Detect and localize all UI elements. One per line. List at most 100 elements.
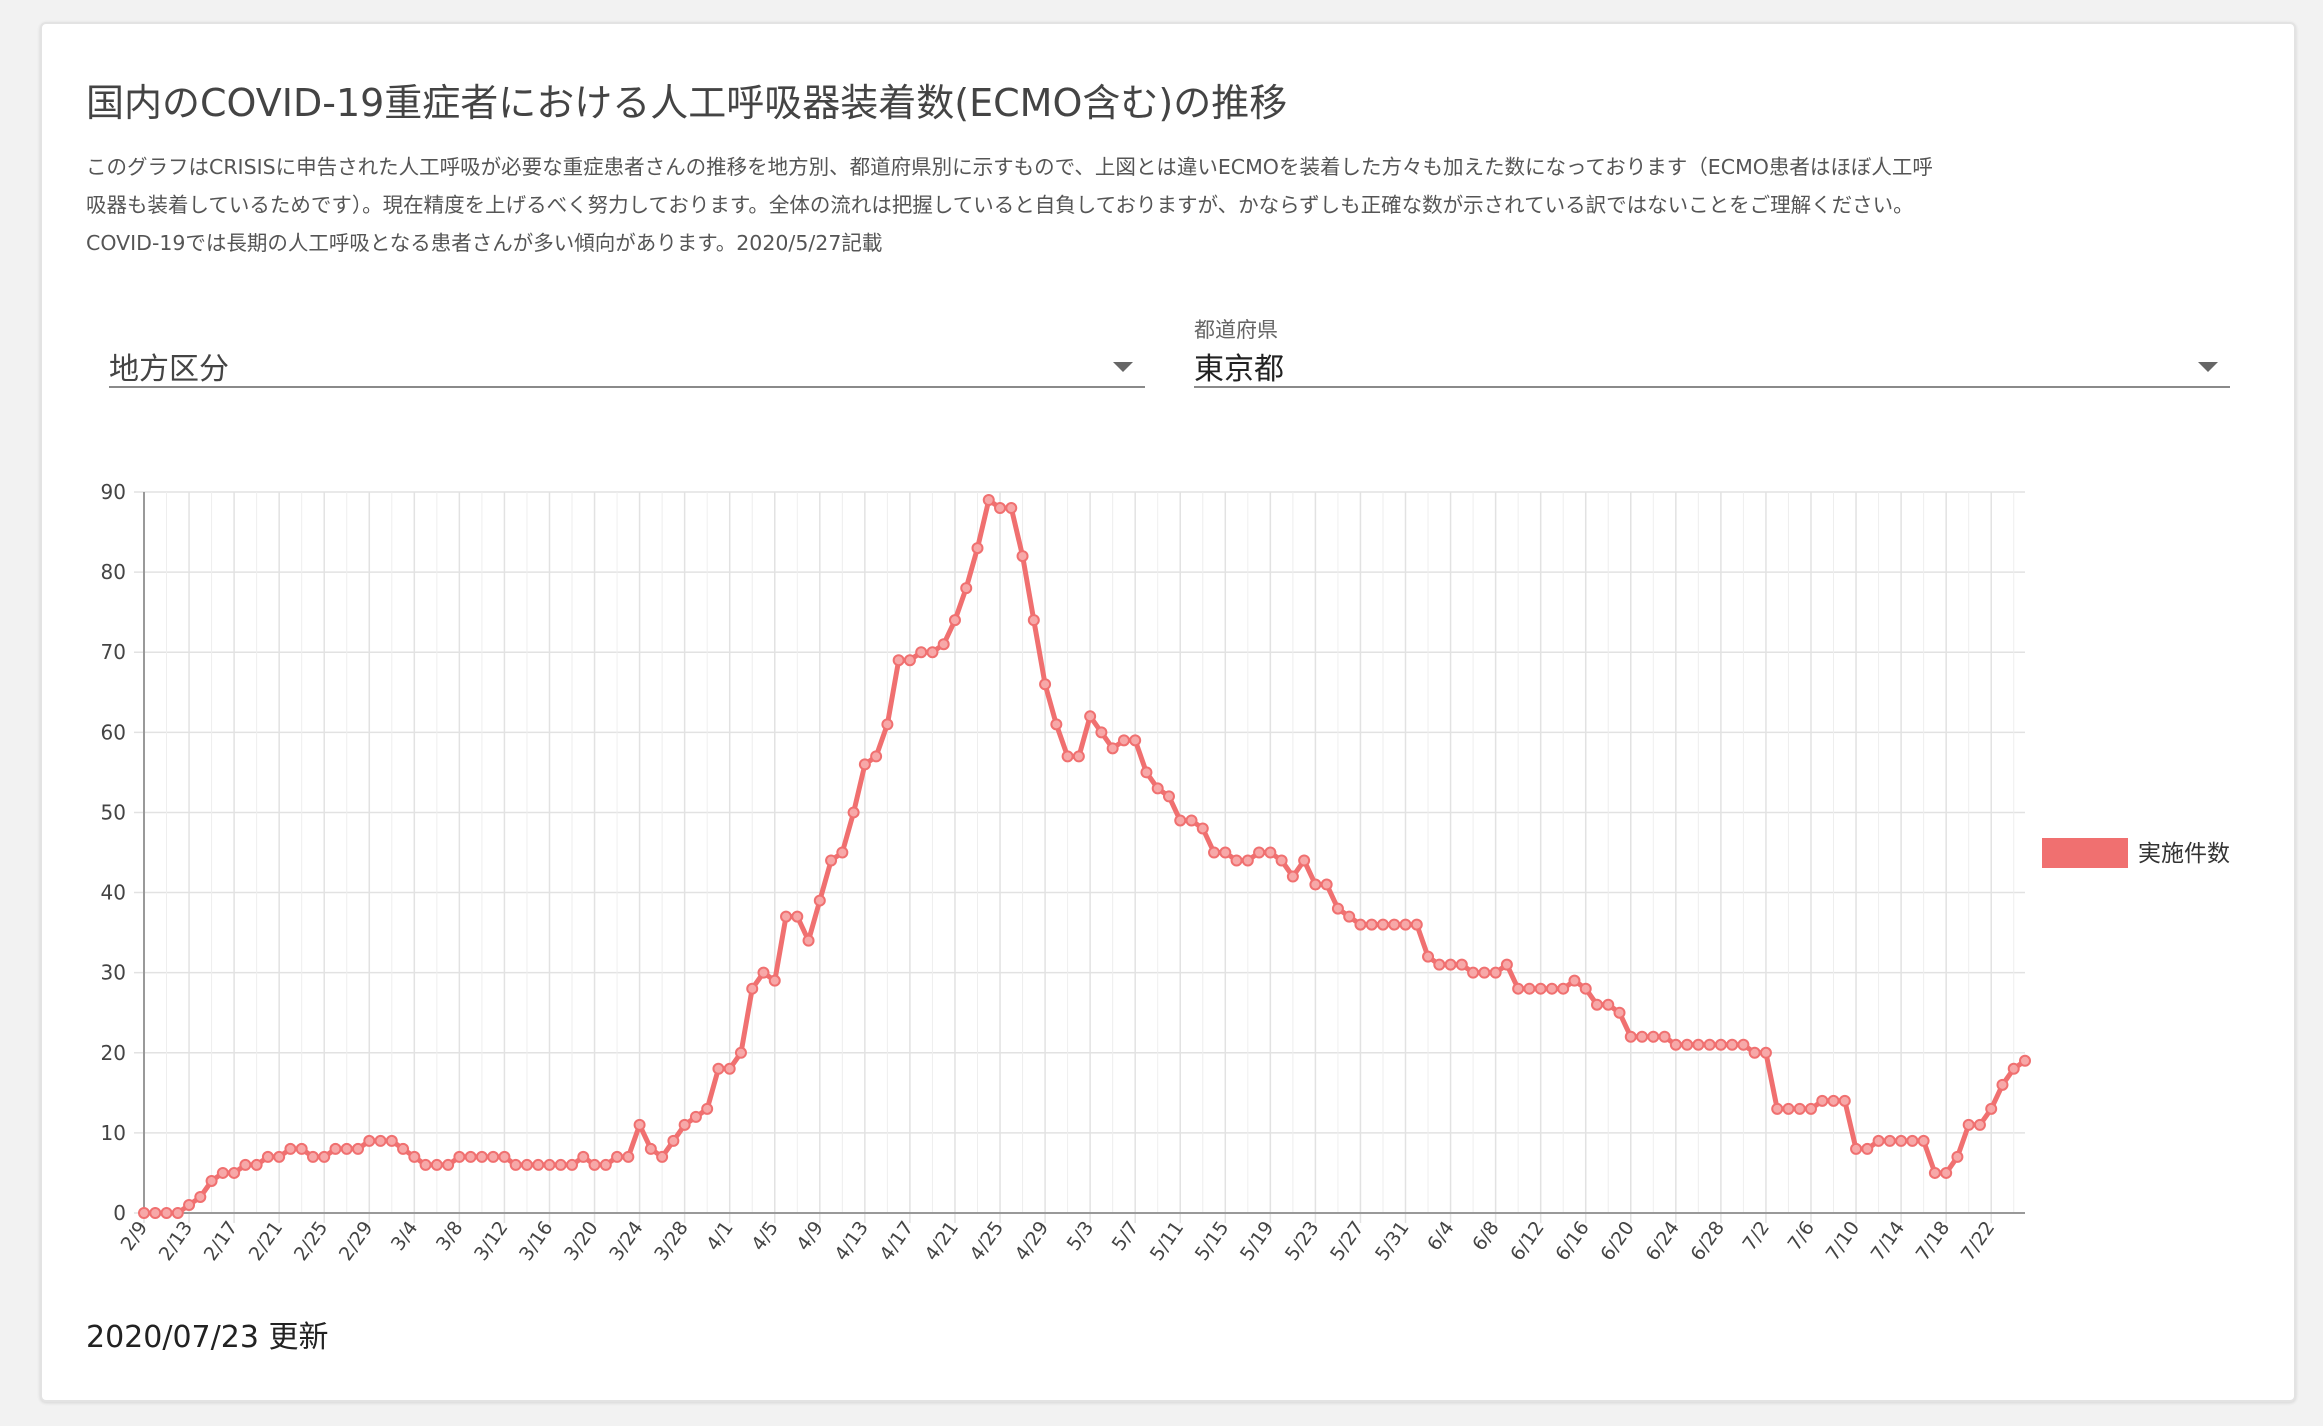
data-point <box>1523 982 1536 995</box>
x-tick-label: 5/27 <box>1326 1217 1368 1265</box>
x-tick-label: 4/25 <box>966 1217 1008 1265</box>
data-point <box>1084 710 1097 723</box>
data-point <box>1590 998 1603 1011</box>
y-tick-label: 80 <box>101 560 126 584</box>
data-point <box>588 1158 601 1171</box>
data-point <box>239 1158 252 1171</box>
data-point <box>1298 854 1311 867</box>
data-point <box>1410 918 1423 931</box>
data-point <box>295 1142 308 1155</box>
data-point <box>746 982 759 995</box>
data-point <box>171 1207 184 1219</box>
data-point <box>1016 550 1029 563</box>
x-tick-label: 4/9 <box>792 1217 828 1255</box>
data-point <box>183 1198 196 1211</box>
x-tick-label: 3/8 <box>432 1217 468 1255</box>
data-point <box>1816 1094 1829 1107</box>
chart-description: このグラフはCRISISに申告された人工呼吸が必要な重症患者さんの推移を地方別、… <box>86 148 2286 262</box>
data-point <box>216 1166 229 1179</box>
data-point <box>273 1150 286 1163</box>
data-point <box>1174 814 1187 827</box>
region-select-placeholder: 地方区分 <box>109 352 229 387</box>
data-point <box>1208 846 1221 859</box>
data-point <box>1962 1118 1975 1131</box>
data-point <box>363 1134 376 1147</box>
data-point <box>757 966 770 979</box>
data-point <box>1151 782 1164 795</box>
data-point <box>408 1150 421 1163</box>
data-point <box>1399 918 1412 931</box>
series-line <box>141 497 2028 1216</box>
data-point <box>1703 1038 1716 1051</box>
x-tick-label: 6/16 <box>1551 1217 1593 1265</box>
data-point <box>937 638 950 651</box>
data-point <box>1455 958 1468 971</box>
data-point <box>498 1150 511 1163</box>
data-point <box>1804 1102 1817 1115</box>
data-point <box>1433 958 1446 971</box>
x-tick-label: 5/31 <box>1371 1217 1413 1265</box>
x-tick-label: 7/6 <box>1784 1217 1820 1255</box>
x-tick-label: 5/11 <box>1146 1217 1188 1265</box>
data-point <box>780 910 793 923</box>
y-tick-label: 0 <box>113 1201 126 1225</box>
data-point <box>1534 982 1547 995</box>
data-point <box>1568 974 1581 987</box>
legend-swatch <box>2042 838 2128 868</box>
data-point <box>566 1158 579 1171</box>
y-tick-label: 30 <box>101 961 126 985</box>
page-title: 国内のCOVID-19重症者における人工呼吸器装着数(ECMO含む)の推移 <box>86 81 1288 125</box>
data-point <box>1264 846 1277 859</box>
prefecture-select[interactable]: 都道府県 東京都 <box>1194 314 2230 388</box>
data-point <box>994 502 1007 515</box>
data-point <box>1973 1118 1986 1131</box>
data-point <box>870 750 883 763</box>
data-point <box>1917 1134 1930 1147</box>
data-point <box>1117 734 1130 747</box>
data-point <box>261 1150 274 1163</box>
data-point <box>960 582 973 595</box>
data-point <box>1444 958 1457 971</box>
data-point <box>1545 982 1558 995</box>
x-tick-label: 3/16 <box>515 1217 557 1265</box>
x-tick-label: 5/19 <box>1236 1217 1278 1265</box>
data-point <box>374 1134 387 1147</box>
data-point <box>1624 1030 1637 1043</box>
data-point <box>1748 1046 1761 1059</box>
region-select[interactable]: 地方区分 <box>109 314 1145 388</box>
data-point <box>1512 982 1525 995</box>
data-point <box>1343 910 1356 923</box>
data-point <box>1500 958 1513 971</box>
data-point <box>340 1142 353 1155</box>
data-point <box>1320 878 1333 891</box>
prefecture-select-value: 東京都 <box>1194 352 1284 387</box>
data-point <box>397 1142 410 1155</box>
chart-card: 国内のCOVID-19重症者における人工呼吸器装着数(ECMO含む)の推移 この… <box>40 22 2296 1402</box>
data-point <box>622 1150 635 1163</box>
data-point <box>1838 1094 1851 1107</box>
data-point <box>1478 966 1491 979</box>
data-point <box>1376 918 1389 931</box>
data-point <box>419 1158 432 1171</box>
data-point <box>430 1158 443 1171</box>
x-tick-label: 4/21 <box>921 1217 963 1265</box>
data-point <box>306 1150 319 1163</box>
data-point <box>1928 1166 1941 1179</box>
data-point <box>836 846 849 859</box>
data-point <box>1253 846 1266 859</box>
data-point <box>1005 502 1018 515</box>
x-tick-label: 6/24 <box>1641 1217 1683 1265</box>
data-point <box>1883 1134 1896 1147</box>
x-tick-label: 7/22 <box>1957 1217 1999 1265</box>
prefecture-select-label: 都道府県 <box>1194 318 1278 342</box>
data-point <box>1985 1102 1998 1115</box>
data-point <box>1861 1142 1874 1155</box>
data-point <box>250 1158 263 1171</box>
data-point <box>802 934 815 947</box>
data-point <box>644 1142 657 1155</box>
data-point <box>1354 918 1367 931</box>
x-tick-label: 5/15 <box>1191 1217 1233 1265</box>
data-point <box>825 854 838 867</box>
data-point <box>892 654 905 667</box>
